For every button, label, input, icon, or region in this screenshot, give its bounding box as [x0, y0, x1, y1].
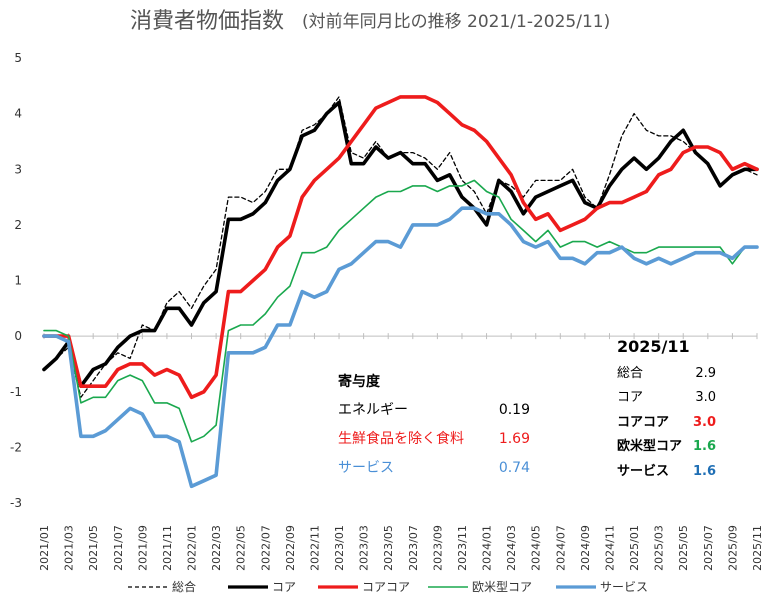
y-tick-label: 0 [14, 329, 22, 343]
y-tick-label: 1 [14, 274, 22, 288]
x-tick-label: 2024/05 [530, 525, 543, 571]
x-tick-label: 2025/11 [751, 525, 764, 571]
x-tick-label: 2024/01 [481, 525, 494, 571]
contribution-label: サービス [338, 460, 394, 476]
x-tick-label: 2021/11 [161, 525, 174, 571]
y-tick-label: 2 [14, 218, 22, 232]
x-tick-label: 2021/05 [87, 525, 100, 571]
x-tick-label: 2022/07 [259, 525, 272, 571]
series-line-3 [43, 179, 758, 443]
chart-title-main: 消費者物価指数 [130, 9, 284, 34]
series-line-4 [42, 206, 759, 489]
axes: 5 4 3 2 1 0 -1 -2 -3 2021/01 2021/03 2021/05 2021/07… [10, 51, 764, 571]
x-tick-label: 2021/01 [38, 525, 51, 571]
contribution-label: エネルギー [338, 402, 408, 418]
series-layer [42, 95, 759, 489]
latest-value: 3.0 [693, 415, 716, 430]
x-tick-label: 2024/11 [603, 525, 616, 571]
x-tick-label: 2022/11 [308, 525, 321, 571]
y-tick-label: 4 [14, 107, 22, 121]
y-tick-label: -3 [10, 496, 22, 510]
chart-subtitle: (対前年同月比の推移 2021/1-2025/11) [302, 12, 610, 32]
x-tick-label: 2025/01 [628, 525, 641, 571]
x-tick-label: 2023/09 [431, 525, 444, 571]
y-tick-label: 5 [14, 51, 22, 65]
contribution-label: 生鮮食品を除く食料 [338, 430, 464, 447]
series-line-1 [42, 100, 759, 389]
x-tick-label: 2025/09 [726, 525, 739, 571]
latest-value: 3.0 [695, 390, 716, 405]
y-tick-label: -1 [10, 385, 22, 399]
x-tick-label: 2023/11 [456, 525, 469, 571]
legend-label: コアコア [362, 580, 410, 594]
latest-label: 総合 [617, 366, 643, 381]
x-tick-label: 2022/09 [284, 525, 297, 571]
latest-values-annotation: 2025/11 総合 2.9 コア 3.0 コアコア 3.0 欧米型コア 1.6 サービス 1.6 [617, 337, 716, 479]
legend-label: 総合 [172, 579, 196, 594]
x-tick-label: 2025/03 [653, 525, 666, 571]
latest-label: コア [617, 390, 643, 405]
legend-label: サービス [600, 580, 648, 594]
x-tick-label: 2025/05 [677, 525, 690, 571]
latest-value: 1.6 [693, 439, 716, 454]
x-tick-label: 2021/03 [63, 525, 76, 571]
x-tick-label: 2023/01 [333, 525, 346, 571]
contribution-title: 寄与度 [338, 373, 381, 390]
y-tick-label: -2 [10, 440, 22, 454]
x-tick-label: 2022/03 [210, 525, 223, 571]
chart-title: 消費者物価指数 (対前年同月比の推移 2021/1-2025/11) [130, 9, 610, 34]
latest-value: 2.9 [695, 366, 716, 381]
x-tick-label: 2023/07 [407, 525, 420, 571]
y-tick-label: 3 [14, 162, 22, 176]
x-tick-label: 2022/05 [235, 525, 248, 571]
latest-label: サービス [617, 463, 669, 479]
contribution-value: 0.19 [499, 402, 530, 418]
latest-label: コアコア [617, 415, 669, 430]
x-tick-label: 2023/03 [358, 525, 371, 571]
latest-title: 2025/11 [617, 337, 690, 356]
legend: 総合 コア コアコア 欧米型コア サービス [128, 579, 648, 594]
x-tick-label: 2024/07 [554, 525, 567, 571]
contribution-value: 1.69 [499, 431, 530, 447]
x-tick-label: 2021/09 [136, 525, 149, 571]
legend-label: コア [272, 580, 296, 594]
latest-value: 1.6 [693, 464, 716, 479]
series-line-2 [42, 95, 759, 400]
legend-label: 欧米型コア [472, 580, 532, 594]
contribution-value: 0.74 [499, 460, 530, 476]
latest-label: 欧米型コア [617, 438, 682, 454]
x-tick-label: 2024/09 [579, 525, 592, 571]
x-tick-label: 2021/07 [112, 525, 125, 571]
x-tick-label: 2023/05 [382, 525, 395, 571]
x-tick-label: 2025/07 [702, 525, 715, 571]
x-tick-label: 2022/01 [186, 525, 199, 571]
x-tick-label: 2024/03 [505, 525, 518, 571]
